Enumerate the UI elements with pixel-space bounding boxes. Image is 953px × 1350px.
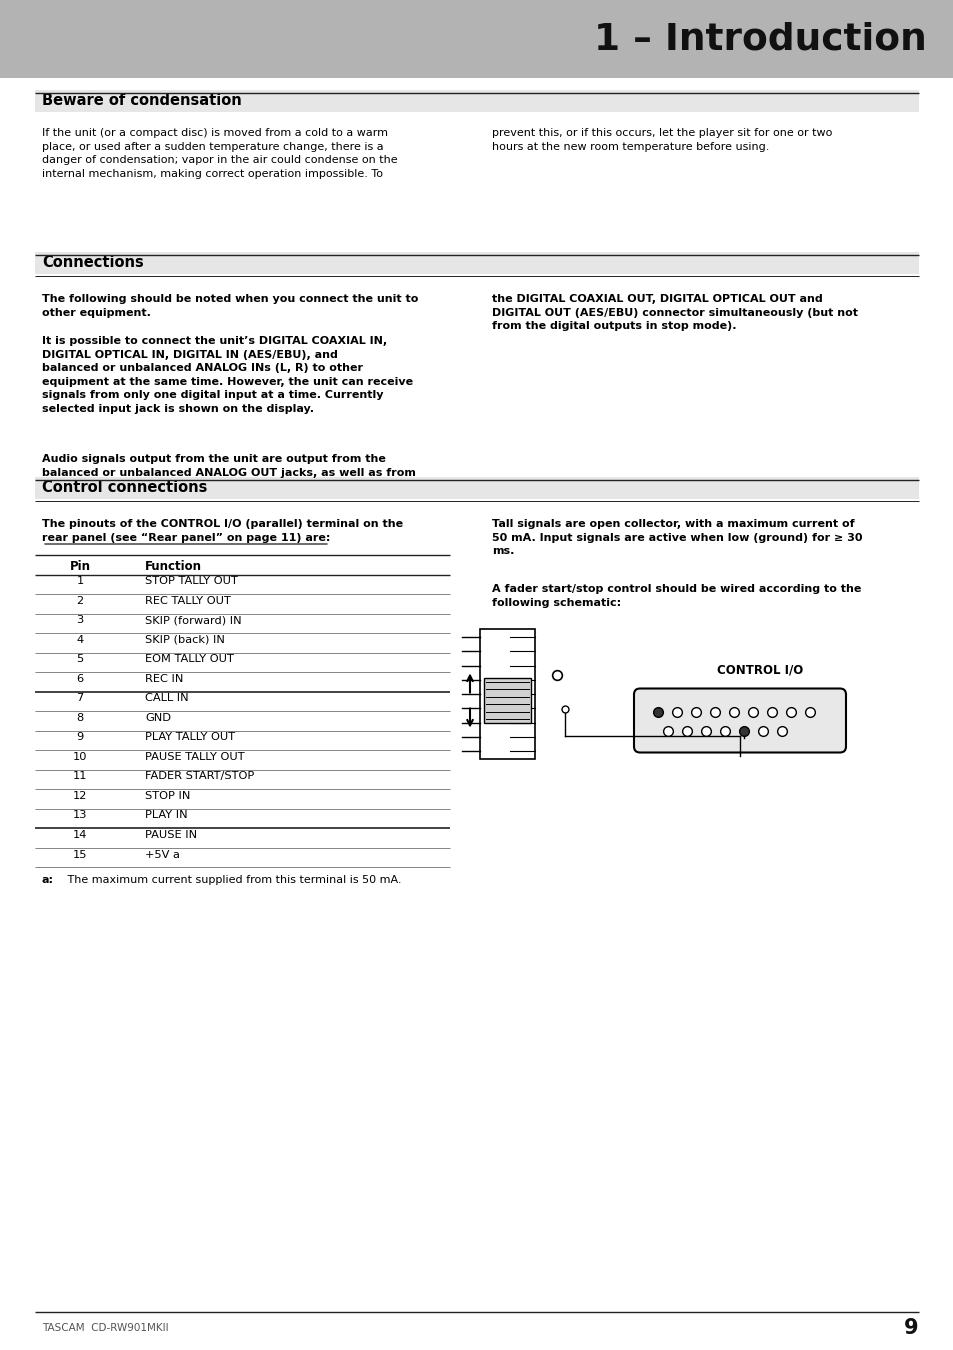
Bar xyxy=(483,678,531,724)
Text: Beware of condensation: Beware of condensation xyxy=(42,93,241,108)
Text: Control connections: Control connections xyxy=(42,481,207,495)
Text: Connections: Connections xyxy=(42,255,144,270)
Text: The pinouts of the CONTROL I/O (parallel) terminal on the: The pinouts of the CONTROL I/O (parallel… xyxy=(42,518,403,529)
Text: STOP IN: STOP IN xyxy=(145,791,191,801)
Text: prevent this, or if this occurs, let the player sit for one or two
hours at the : prevent this, or if this occurs, let the… xyxy=(492,128,832,151)
Text: It is possible to connect the unit’s DIGITAL COAXIAL IN,
DIGITAL OPTICAL IN, DIG: It is possible to connect the unit’s DIG… xyxy=(42,336,413,414)
Text: 13: 13 xyxy=(72,810,87,821)
Text: Audio signals output from the unit are output from the
balanced or unbalanced AN: Audio signals output from the unit are o… xyxy=(42,454,416,478)
Text: 9: 9 xyxy=(903,1318,918,1338)
Text: SKIP (back) IN: SKIP (back) IN xyxy=(145,634,225,645)
Text: 2: 2 xyxy=(76,595,84,606)
Text: 1 – Introduction: 1 – Introduction xyxy=(594,22,926,57)
Text: TASCAM  CD-RW901MKII: TASCAM CD-RW901MKII xyxy=(42,1323,169,1332)
Text: rear panel (see “Rear panel” on page 11) are:: rear panel (see “Rear panel” on page 11)… xyxy=(42,533,330,543)
Text: 8: 8 xyxy=(76,713,84,724)
Text: The maximum current supplied from this terminal is 50 mA.: The maximum current supplied from this t… xyxy=(57,875,401,886)
Text: STOP TALLY OUT: STOP TALLY OUT xyxy=(145,576,237,586)
Text: PAUSE TALLY OUT: PAUSE TALLY OUT xyxy=(145,752,244,761)
Text: Tall signals are open collector, with a maximum current of
50 mA. Input signals : Tall signals are open collector, with a … xyxy=(492,518,862,556)
Text: EOM TALLY OUT: EOM TALLY OUT xyxy=(145,655,233,664)
Text: 6: 6 xyxy=(76,674,84,684)
Text: CONTROL I/O: CONTROL I/O xyxy=(716,663,802,676)
Text: If the unit (or a compact disc) is moved from a cold to a warm
place, or used af: If the unit (or a compact disc) is moved… xyxy=(42,128,397,178)
FancyBboxPatch shape xyxy=(634,688,845,752)
Text: PLAY TALLY OUT: PLAY TALLY OUT xyxy=(145,733,234,743)
Bar xyxy=(35,90,918,112)
Text: 5: 5 xyxy=(76,655,84,664)
Text: PLAY IN: PLAY IN xyxy=(145,810,188,821)
Text: REC TALLY OUT: REC TALLY OUT xyxy=(145,595,231,606)
Text: 11: 11 xyxy=(72,771,87,782)
Bar xyxy=(0,0,953,78)
Text: 9: 9 xyxy=(76,733,84,743)
Text: FADER START/STOP: FADER START/STOP xyxy=(145,771,254,782)
Text: PAUSE IN: PAUSE IN xyxy=(145,830,197,840)
Text: SKIP (forward) IN: SKIP (forward) IN xyxy=(145,616,241,625)
Bar xyxy=(35,252,918,274)
Text: 15: 15 xyxy=(72,849,87,860)
Text: 7: 7 xyxy=(76,694,84,703)
Text: 4: 4 xyxy=(76,634,84,645)
Text: +5V a: +5V a xyxy=(145,849,180,860)
Text: Function: Function xyxy=(145,560,202,572)
Text: 14: 14 xyxy=(72,830,87,840)
Text: CALL IN: CALL IN xyxy=(145,694,189,703)
Text: GND: GND xyxy=(145,713,171,724)
Text: REC IN: REC IN xyxy=(145,674,183,684)
Text: 12: 12 xyxy=(72,791,87,801)
Bar xyxy=(479,629,535,759)
Text: the DIGITAL COAXIAL OUT, DIGITAL OPTICAL OUT and
DIGITAL OUT (AES/EBU) connector: the DIGITAL COAXIAL OUT, DIGITAL OPTICAL… xyxy=(492,294,857,331)
Bar xyxy=(35,477,918,500)
Text: A fader start/stop control should be wired according to the
following schematic:: A fader start/stop control should be wir… xyxy=(492,585,861,608)
Text: The following should be noted when you connect the unit to
other equipment.: The following should be noted when you c… xyxy=(42,294,418,317)
Text: 10: 10 xyxy=(72,752,87,761)
Text: Pin: Pin xyxy=(70,560,91,572)
Text: 1: 1 xyxy=(76,576,84,586)
Text: 3: 3 xyxy=(76,616,84,625)
Text: a:: a: xyxy=(42,875,54,886)
